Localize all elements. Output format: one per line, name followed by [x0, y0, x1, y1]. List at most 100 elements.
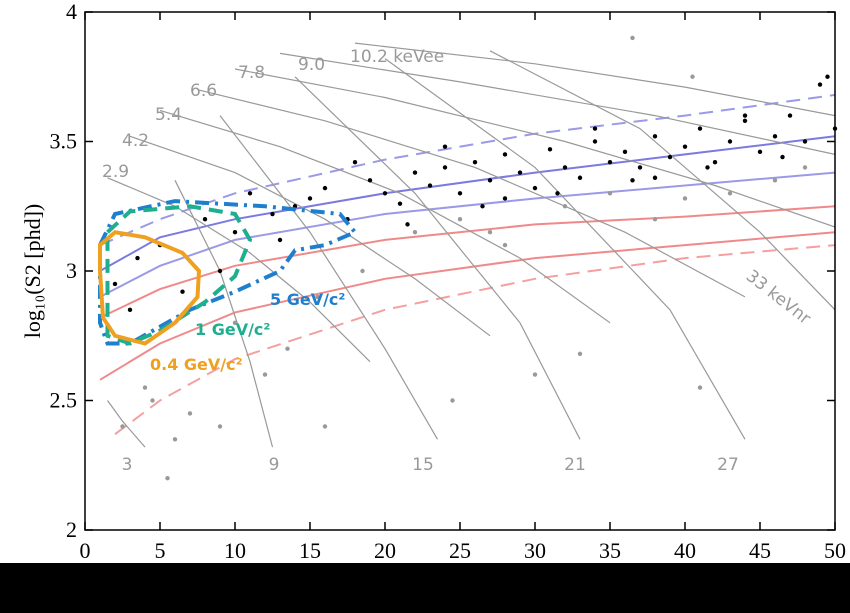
point — [502, 242, 508, 248]
point — [352, 160, 358, 165]
line — [107, 177, 371, 363]
point — [165, 476, 170, 481]
point — [487, 229, 493, 235]
point — [630, 35, 635, 41]
x-tick-label: 0 — [80, 538, 91, 563]
point — [127, 307, 133, 313]
point — [397, 201, 403, 206]
point — [517, 170, 523, 175]
x-tick-label: 50 — [824, 538, 846, 563]
point — [532, 372, 538, 377]
point — [742, 118, 748, 123]
contour — [98, 230, 202, 346]
point — [270, 211, 275, 217]
point — [817, 82, 823, 87]
point — [450, 398, 455, 403]
point — [405, 222, 410, 227]
line — [294, 76, 581, 440]
point — [202, 217, 208, 222]
point — [690, 74, 695, 79]
line — [234, 68, 835, 228]
x-tick-label: 30 — [524, 538, 546, 563]
annotation: 5.4 — [155, 105, 182, 125]
x-tick-label: 15 — [299, 538, 321, 563]
point — [562, 165, 568, 170]
point — [607, 160, 613, 165]
point — [622, 149, 628, 155]
annotation: 7.8 — [238, 63, 265, 83]
point — [630, 178, 635, 183]
point — [532, 185, 538, 191]
point — [442, 144, 448, 149]
point — [772, 178, 778, 183]
point — [180, 289, 185, 294]
point — [120, 424, 125, 429]
x-tick-label: 5 — [155, 538, 166, 563]
point — [322, 185, 328, 191]
point — [577, 351, 583, 357]
x-tick-label: 40 — [674, 538, 696, 563]
line — [114, 244, 835, 436]
y-tick-label: 2.5 — [50, 388, 78, 413]
line — [99, 93, 835, 247]
annotation: 33 keVnr — [742, 266, 814, 329]
point — [682, 196, 688, 201]
y-tick-label: 3 — [66, 258, 77, 283]
y-tick-label: 3.5 — [50, 129, 78, 154]
point — [757, 149, 763, 155]
point — [802, 139, 808, 144]
point — [547, 147, 553, 152]
x-tick-label: 35 — [599, 538, 621, 563]
x-tick-label: 20 — [374, 538, 396, 563]
point — [592, 139, 598, 144]
annotation: 2.9 — [102, 162, 129, 182]
line — [107, 400, 146, 448]
point — [360, 268, 365, 274]
annotation: 21 — [564, 455, 586, 475]
y-tick-label: 4 — [66, 0, 77, 24]
point — [682, 144, 688, 149]
point — [697, 126, 703, 131]
line — [489, 50, 835, 311]
line — [99, 231, 835, 381]
point — [487, 178, 493, 183]
contour — [105, 204, 253, 346]
point — [607, 191, 613, 196]
contour-label: 1 GeV/c² — [195, 320, 270, 339]
point — [367, 178, 373, 183]
point — [742, 113, 748, 118]
annotation: 15 — [412, 455, 434, 475]
annotation: 4.2 — [122, 131, 149, 151]
point — [562, 204, 568, 209]
point — [787, 113, 793, 118]
point — [727, 139, 733, 144]
point — [457, 191, 463, 196]
point — [772, 134, 778, 139]
point — [652, 217, 658, 222]
annotation: 6.6 — [190, 81, 217, 101]
point — [187, 411, 193, 416]
x-tick-label: 10 — [224, 538, 246, 563]
point — [577, 175, 583, 180]
point — [412, 170, 418, 175]
line — [354, 42, 835, 117]
point — [502, 152, 508, 157]
point — [727, 191, 733, 196]
line — [174, 180, 274, 448]
point — [232, 229, 238, 235]
line — [129, 135, 491, 337]
contour-label: 0.4 GeV/c² — [150, 355, 243, 374]
point — [315, 294, 320, 300]
line — [384, 58, 746, 440]
point — [592, 126, 598, 131]
line — [99, 205, 835, 319]
x-tick-label: 45 — [749, 538, 771, 563]
point — [232, 320, 238, 325]
point — [142, 385, 148, 390]
annotation: 9.0 — [298, 55, 325, 75]
point — [442, 165, 448, 170]
point — [285, 346, 290, 351]
point — [667, 154, 673, 160]
point — [652, 134, 658, 139]
